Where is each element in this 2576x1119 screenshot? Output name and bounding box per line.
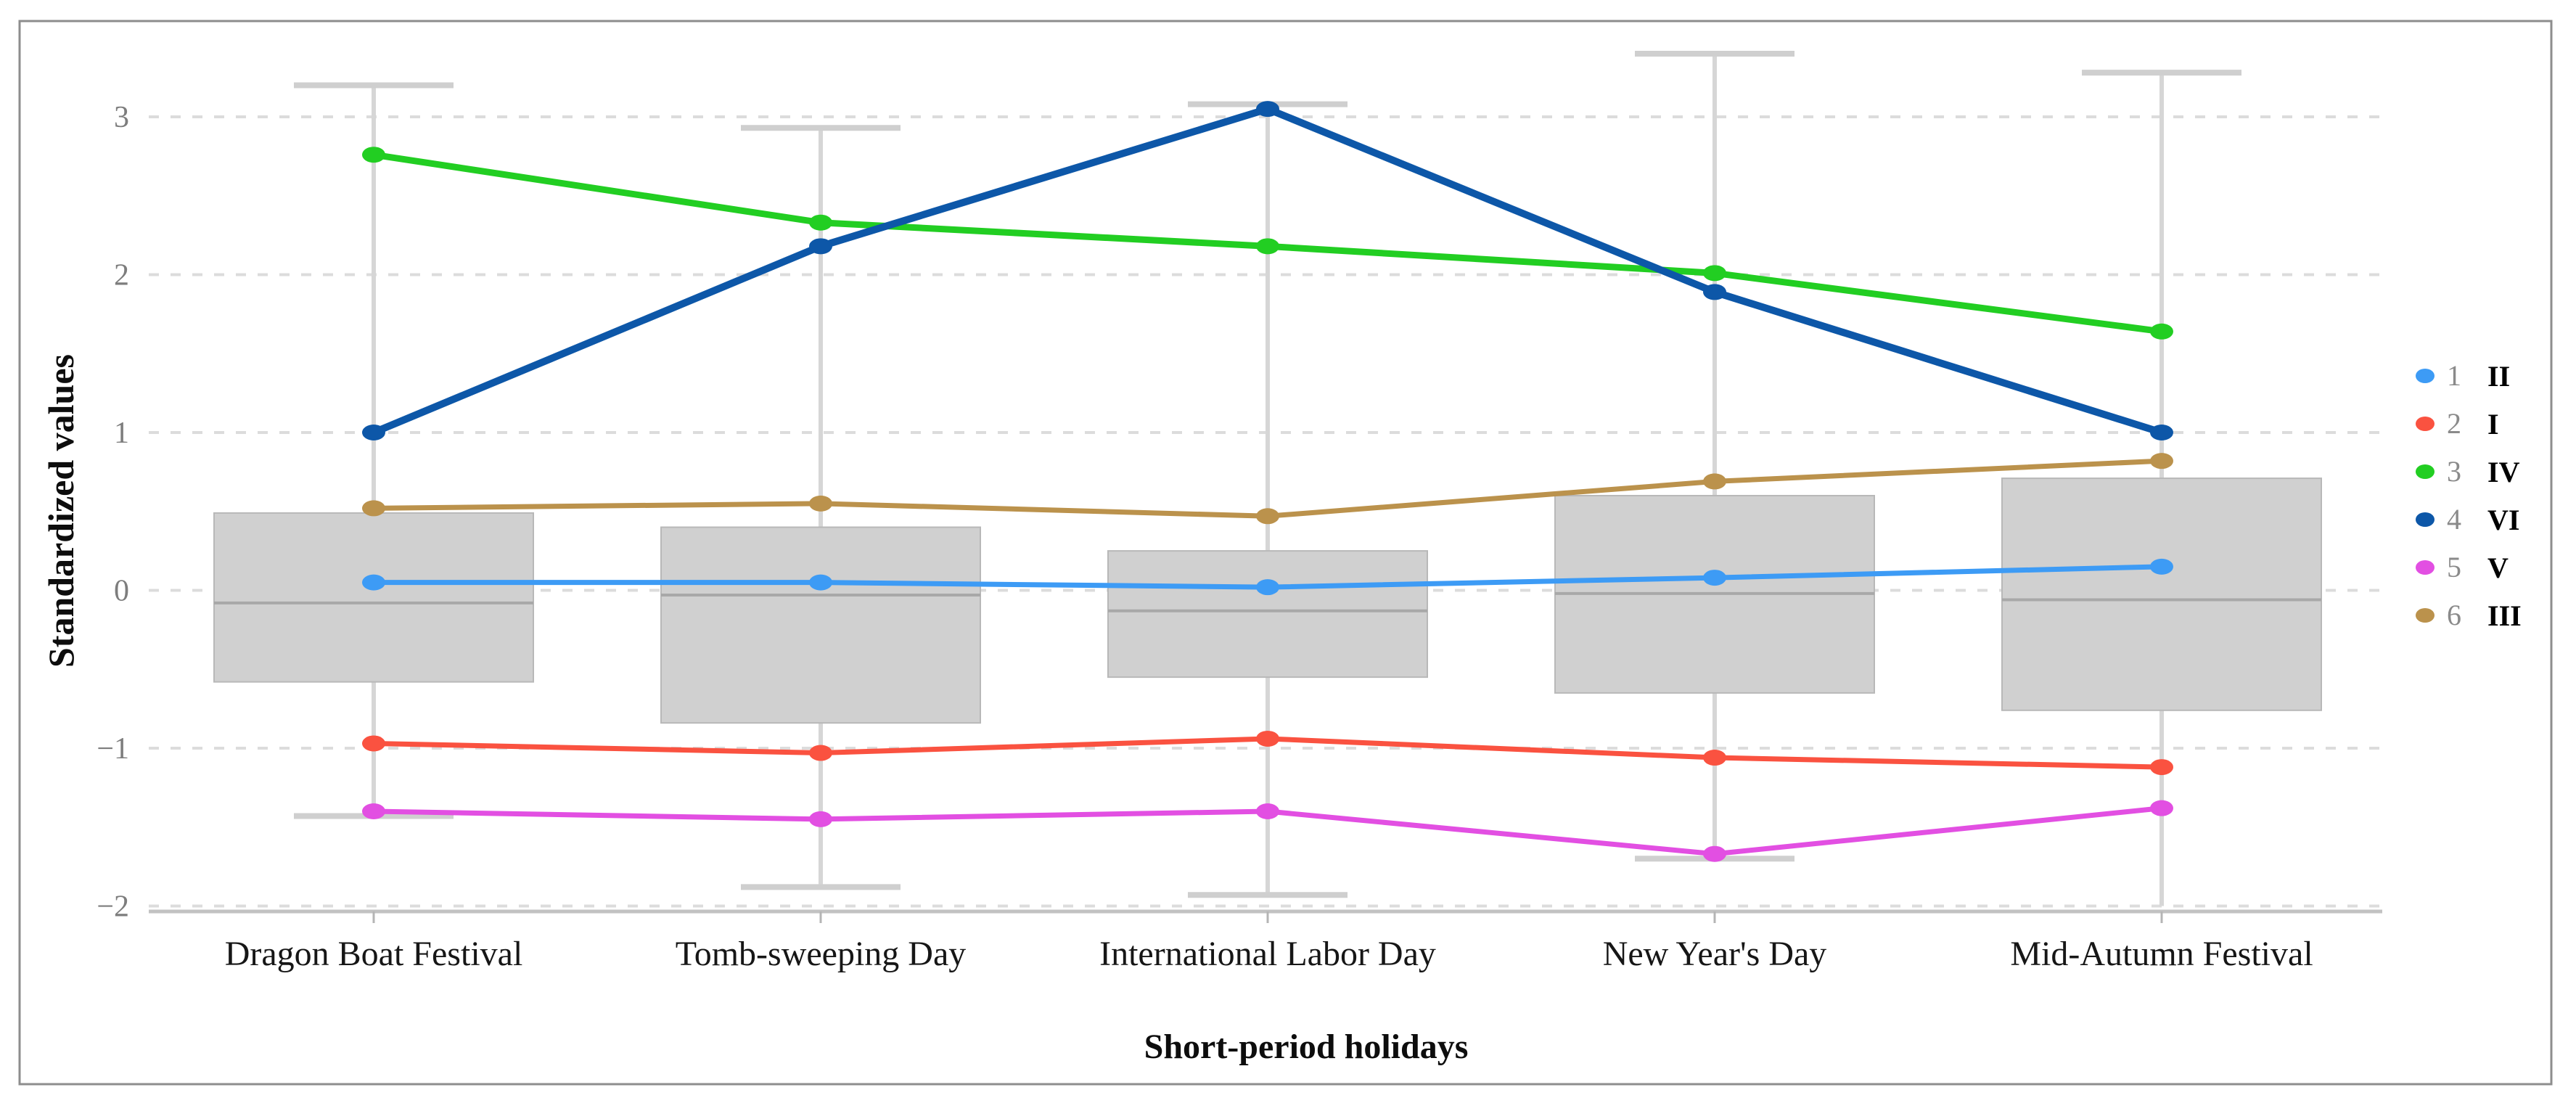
y-tick-label-1: 1 [114,417,129,450]
category-label-new-year-s-day: New Year's Day [1603,935,1827,973]
legend-roman-VI: VI [2487,504,2519,536]
series-point-2-0 [362,735,385,752]
legend-dot-2 [2416,417,2435,431]
legend-roman-IV: IV [2487,456,2520,488]
legend-dot-4 [2416,512,2435,527]
legend-roman-II: II [2487,360,2510,393]
series-point-4-2 [1256,101,1279,118]
box-tomb-sweeping-day [660,526,981,724]
series-point-3-2 [1256,238,1279,255]
legend-number-1: 1 [2447,359,2461,392]
y-tick-label--2: −2 [97,890,129,924]
series-point-1-3 [1703,570,1726,586]
category-label-mid-autumn-festival: Mid-Autumn Festival [2010,935,2313,973]
series-point-5-3 [1703,845,1726,862]
series-point-5-2 [1256,803,1279,819]
legend-dot-5 [2416,560,2435,575]
series-point-4-1 [809,238,832,255]
series-point-1-4 [2150,558,2173,575]
x-axis-title: Short-period holidays [1144,1028,1469,1066]
series-point-3-3 [1703,265,1726,282]
series-point-6-3 [1703,473,1726,490]
legend-number-2: 2 [2447,407,2461,440]
series-point-2-4 [2150,759,2173,776]
series-point-4-3 [1703,284,1726,300]
y-axis-title: Standardized values [41,354,81,668]
series-point-6-1 [809,495,832,512]
series-point-3-0 [362,147,385,163]
legend-dot-6 [2416,608,2435,623]
y-tick-label--1: −1 [97,732,129,766]
legend-roman-I: I [2487,408,2499,440]
category-label-international-labor-day: International Labor Day [1099,935,1436,973]
legend-number-4: 4 [2447,503,2461,536]
series-point-5-4 [2150,800,2173,816]
series-point-5-1 [809,811,832,827]
box-international-labor-day [1107,550,1428,679]
category-label-tomb-sweeping-day: Tomb-sweeping Day [676,935,967,973]
figure-border [18,20,2553,1086]
legend-roman-V: V [2487,552,2509,584]
series-point-1-2 [1256,579,1279,596]
series-point-6-2 [1256,508,1279,525]
legend-number-6: 6 [2447,599,2461,631]
box-mid-autumn-festival [2001,477,2322,711]
box-dragon-boat-festival [213,512,534,683]
legend-dot-3 [2416,464,2435,479]
y-tick-label-3: 3 [114,101,129,134]
series-point-6-0 [362,500,385,517]
series-point-1-1 [809,574,832,591]
legend-dot-1 [2416,369,2435,383]
series-point-4-4 [2150,425,2173,440]
series-point-4-0 [362,425,385,440]
y-tick-label-2: 2 [114,259,129,292]
series-point-2-2 [1256,730,1279,747]
series-point-2-1 [809,745,832,761]
series-point-5-0 [362,803,385,819]
legend-number-5: 5 [2447,551,2461,583]
legend-roman-III: III [2487,599,2522,632]
series-point-6-4 [2150,453,2173,470]
series-point-1-0 [362,574,385,591]
legend-number-3: 3 [2447,455,2461,488]
series-point-2-3 [1703,750,1726,766]
series-point-3-4 [2150,323,2173,340]
category-label-dragon-boat-festival: Dragon Boat Festival [225,935,523,973]
series-point-3-1 [809,214,832,231]
y-tick-label-0: 0 [114,575,129,608]
